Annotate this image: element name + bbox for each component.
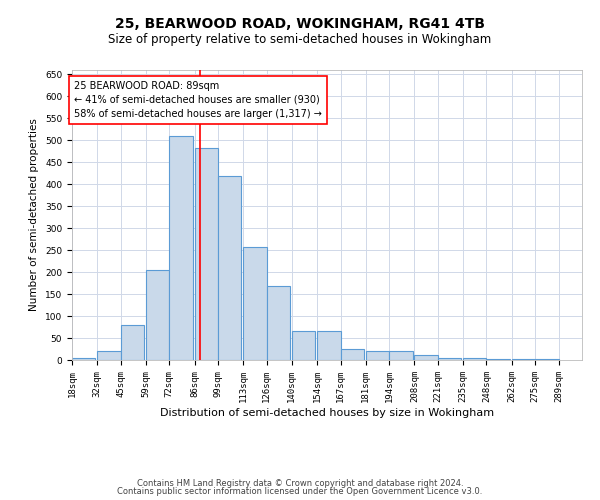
Bar (389, 351, 413, 360)
Bar (266, 286, 290, 360)
Bar (146, 270, 169, 360)
Bar (512, 358, 535, 360)
Bar (317, 330, 341, 360)
Text: 25 BEARWOOD ROAD: 89sqm
← 41% of semi-detached houses are smaller (930)
58% of s: 25 BEARWOOD ROAD: 89sqm ← 41% of semi-de… (74, 81, 322, 119)
Bar (341, 349, 364, 360)
Text: 25, BEARWOOD ROAD, WOKINGHAM, RG41 4TB: 25, BEARWOOD ROAD, WOKINGHAM, RG41 4TB (115, 18, 485, 32)
Bar (463, 358, 487, 360)
Bar (487, 358, 510, 360)
Bar (97, 351, 121, 360)
Bar (243, 246, 266, 360)
X-axis label: Distribution of semi-detached houses by size in Wokingham: Distribution of semi-detached houses by … (160, 408, 494, 418)
Y-axis label: Number of semi-detached properties: Number of semi-detached properties (29, 118, 40, 312)
Bar (194, 148, 218, 360)
Text: Contains HM Land Registry data © Crown copyright and database right 2024.: Contains HM Land Registry data © Crown c… (137, 478, 463, 488)
Text: Contains public sector information licensed under the Open Government Licence v3: Contains public sector information licen… (118, 487, 482, 496)
Bar (292, 330, 315, 360)
Text: Size of property relative to semi-detached houses in Wokingham: Size of property relative to semi-detach… (109, 32, 491, 46)
Bar (169, 136, 193, 360)
Bar (366, 351, 389, 360)
Bar (415, 354, 438, 360)
Bar (535, 358, 559, 360)
Bar (121, 325, 144, 360)
Bar (72, 358, 95, 360)
Bar (218, 176, 241, 360)
Bar (438, 358, 461, 360)
